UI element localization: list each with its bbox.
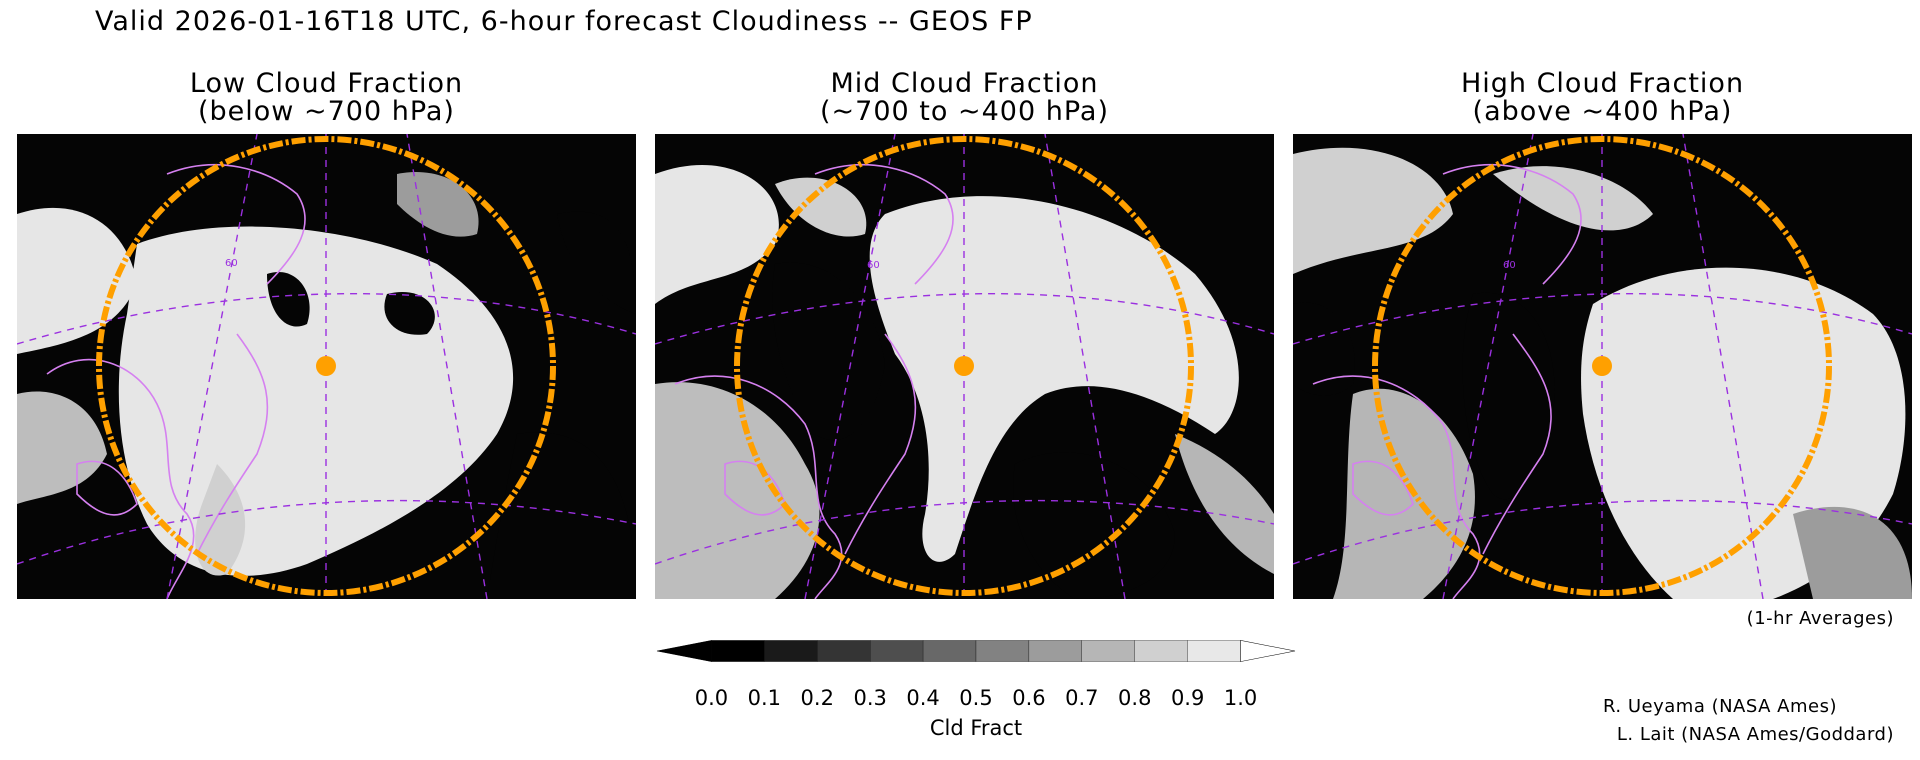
panel-high-cloud: High Cloud Fraction (above ~400 hPa) <box>1293 68 1912 599</box>
credit-line-1: R. Ueyama (NASA Ames) <box>1603 696 1837 717</box>
colorbar-under-arrow <box>656 640 712 662</box>
site-marker <box>1592 356 1612 376</box>
colorbar-title: Cld Fract <box>929 716 1023 740</box>
clear-patches <box>772 262 1175 599</box>
coastlines <box>1312 163 1582 599</box>
colorbar-segment <box>1081 640 1135 662</box>
colorbar-tick-label: 0.7 <box>1065 686 1099 710</box>
clear-patches <box>267 211 636 599</box>
mid-cloud-map: 60 <box>655 134 1274 599</box>
colorbar-segment <box>1187 640 1241 662</box>
colorbar-tick-label: 0.0 <box>694 686 729 710</box>
panel-title-line1: High Cloud Fraction <box>1460 68 1745 99</box>
credit-line-2: L. Lait (NASA Ames/Goddard) <box>1616 724 1894 745</box>
graticule <box>1293 134 1912 599</box>
high-cloud-map: 60 <box>1293 134 1912 599</box>
colorbar-segment <box>870 640 924 662</box>
colorbar-tick-label: 0.6 <box>1012 686 1046 710</box>
latitude-label: 60 <box>1503 260 1516 271</box>
site-marker <box>316 356 336 376</box>
range-ring <box>734 136 1194 596</box>
latitude-label: 60 <box>867 260 880 271</box>
latitude-label: 60 <box>225 258 238 269</box>
averages-note: (1-hr Averages) <box>1746 608 1894 629</box>
graticule <box>655 134 1274 599</box>
cloud-field <box>1293 147 1912 599</box>
colorbar <box>656 640 1296 662</box>
colorbar-tick-label: 0.1 <box>747 686 782 710</box>
colorbar-tick-label: 0.8 <box>1118 686 1152 710</box>
low-cloud-map: 60 <box>17 134 636 599</box>
graticule <box>17 134 636 599</box>
panel-title-line1: Low Cloud Fraction <box>189 68 464 99</box>
colorbar-segment <box>1134 640 1188 662</box>
site-marker <box>954 356 974 376</box>
colorbar-segment <box>817 640 871 662</box>
clear-patches <box>1293 292 1555 500</box>
colorbar-tick-label: 0.9 <box>1170 686 1205 710</box>
panel-title-line1: Mid Cloud Fraction <box>830 68 1099 99</box>
panel-title-line2: (above ~400 hPa) <box>1472 96 1733 127</box>
colorbar-over-arrow <box>1240 640 1296 662</box>
range-ring <box>96 136 556 596</box>
colorbar-tick-label: 0.4 <box>906 686 940 710</box>
colorbar-segment <box>764 640 818 662</box>
cloud-field <box>655 164 1274 599</box>
panel-mid-cloud: Mid Cloud Fraction (~700 to ~400 hPa) <box>655 68 1274 599</box>
panel-title-line2: (below ~700 hPa) <box>198 96 455 127</box>
panel-title-line2: (~700 to ~400 hPa) <box>820 96 1109 127</box>
colorbar-segment <box>922 640 977 662</box>
colorbar-segment <box>1028 640 1082 662</box>
colorbar-segment <box>975 640 1030 662</box>
colorbar-tick-label: 0.5 <box>959 686 993 710</box>
colorbar-tick-label: 0.2 <box>800 686 834 710</box>
colorbar-segment <box>711 640 765 662</box>
panel-low-cloud: Low Cloud Fraction (below ~700 hPa) <box>17 68 636 599</box>
coastlines <box>46 163 306 599</box>
page-title: Valid 2026-01-16T18 UTC, 6-hour forecast… <box>95 6 1033 37</box>
colorbar-tick-label: 0.3 <box>853 686 887 710</box>
colorbar-tick-label: 1.0 <box>1223 686 1258 710</box>
range-ring <box>1372 136 1832 596</box>
